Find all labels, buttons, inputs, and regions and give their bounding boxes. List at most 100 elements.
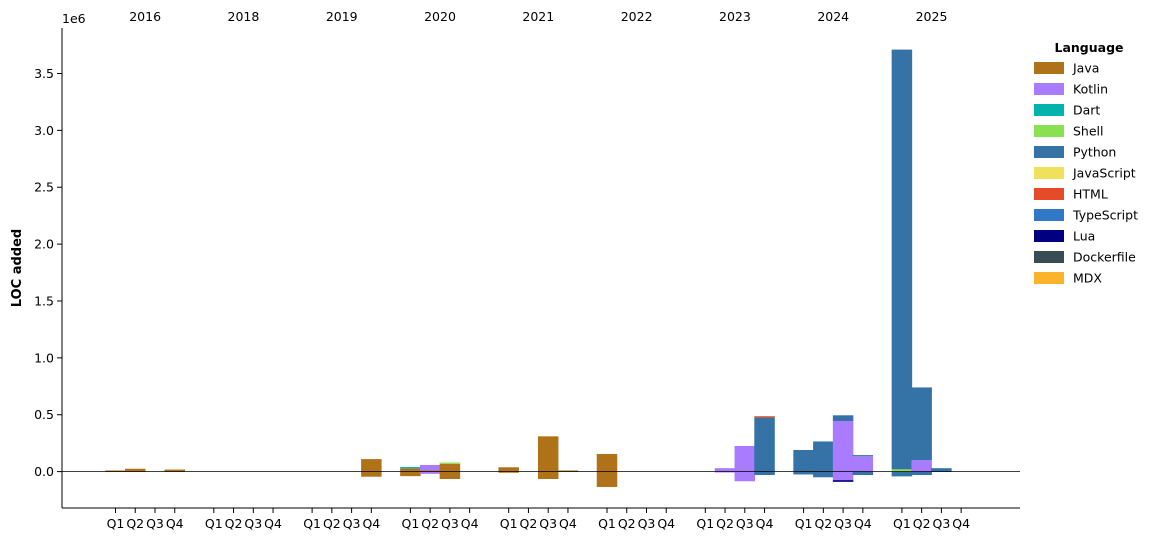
- x-tick-label-q3: Q3: [638, 516, 656, 531]
- year-label-2019: 2019: [326, 9, 358, 24]
- bar-segment-python-2025-q2: [911, 471, 932, 476]
- x-tick-label-q1: Q1: [107, 516, 125, 531]
- x-tick-label-q3: Q3: [539, 516, 557, 531]
- legend-label-mdx: MDX: [1073, 271, 1102, 286]
- bar-segment-java-2021-q3: [537, 436, 559, 472]
- x-tick-label-q1: Q1: [893, 516, 911, 531]
- bar-segment-python-2025-q2: [911, 387, 932, 461]
- x-tick-label-q4: Q4: [461, 516, 479, 531]
- bar-segment-java-2020-q2: [419, 470, 441, 472]
- bar-segment-kotlin-2023-q2: [714, 471, 736, 473]
- year-label-2018: 2018: [228, 9, 260, 24]
- bar-segment-java-2019-q4: [361, 459, 382, 472]
- x-ticks: Q1 Q2 Q3 Q4 Q1 Q2 Q3 Q4 Q1 Q2 Q3 Q4 Q1 Q2 Q3 Q4 Q1 Q2 Q3 Q4…: [107, 508, 970, 531]
- bar-segment-python-2024-q2: [813, 471, 834, 478]
- legend-swatch-mdx: [1034, 272, 1064, 284]
- x-tick-label-q4: Q4: [657, 516, 675, 531]
- bar-segment-java-2016-q1: [105, 470, 126, 472]
- year-label-2022: 2022: [621, 9, 653, 24]
- bar-segment-python-2024-q4: [852, 471, 874, 476]
- x-tick-label-q4: Q4: [756, 516, 774, 531]
- bar-segment-python-2024-q1: [793, 449, 814, 472]
- bar-segment-java-2021-q4: [557, 470, 579, 472]
- y-axis-title: LOC added: [10, 229, 25, 307]
- x-tick-label-q1: Q1: [205, 516, 223, 531]
- year-label-2023: 2023: [719, 9, 751, 24]
- x-tick-label-q4: Q4: [362, 516, 380, 531]
- bar-segment-kotlin-2023-q3: [734, 446, 756, 472]
- year-label-2016: 2016: [129, 9, 161, 24]
- bar-segment-python-2024-q4: [852, 455, 874, 457]
- bar-segment-kotlin-2025-q2: [911, 460, 932, 472]
- y-tick-label: 0.5: [34, 407, 54, 422]
- bar-segment-kotlin-2020-q2: [419, 471, 441, 474]
- bar-segment-kotlin-2023-q3: [734, 471, 756, 482]
- x-tick-label-q1: Q1: [598, 516, 616, 531]
- x-tick-label-q4: Q4: [854, 516, 872, 531]
- x-tick-label-q1: Q1: [795, 516, 813, 531]
- x-tick-label-q3: Q3: [146, 516, 164, 531]
- legend-swatch-dart: [1034, 104, 1064, 116]
- legend-label-typescript: TypeScript: [1072, 208, 1138, 223]
- x-tick-label-q3: Q3: [834, 516, 852, 531]
- bar-segment-python-2025-q3: [931, 468, 952, 472]
- y-tick-label: 2.0: [34, 237, 54, 252]
- y-multiplier-label: 1e6: [62, 11, 86, 26]
- x-tick-label-q2: Q2: [814, 516, 832, 531]
- bar-segment-shell-2025-q1: [891, 469, 913, 472]
- y-tick-label: 3.5: [34, 66, 54, 81]
- legend-swatch-shell: [1034, 125, 1064, 137]
- y-tick-label: 1.0: [34, 350, 54, 365]
- bar-segment-java-2019-q4: [361, 471, 382, 477]
- bar-segment-kotlin-2024-q3: [832, 420, 854, 472]
- x-tick-label-q2: Q2: [126, 516, 144, 531]
- x-tick-label-q1: Q1: [303, 516, 321, 531]
- bar-segment-dart-2020-q1: [400, 467, 421, 469]
- bar-segment-python-2024-q1: [793, 471, 814, 475]
- x-tick-label-q2: Q2: [913, 516, 931, 531]
- x-tick-label-q2: Q2: [520, 516, 538, 531]
- bar-segment-html-2023-q4: [754, 416, 775, 418]
- legend-label-python: Python: [1073, 145, 1116, 160]
- year-label-2021: 2021: [522, 9, 554, 24]
- y-tick-label: 3.0: [34, 123, 54, 138]
- legend-swatch-kotlin: [1034, 83, 1064, 95]
- y-ticks: 0.0 0.5 1.0 1.5 2.0 2.5 3.0 3.5: [34, 66, 62, 479]
- x-tick-label-q4: Q4: [264, 516, 282, 531]
- bar-segment-java-2016-q2: [125, 468, 146, 472]
- x-tick-label-q2: Q2: [323, 516, 341, 531]
- bar-segment-java-2016-q4: [164, 469, 185, 472]
- bar-segment-kotlin-2024-q4: [852, 456, 874, 472]
- bars-layer: [105, 49, 952, 487]
- bar-segment-java-2021-q1: [498, 471, 519, 473]
- y-tick-label: 2.5: [34, 180, 54, 195]
- bar-segment-java-2022-q1: [596, 453, 618, 472]
- x-tick-label-q4: Q4: [559, 516, 577, 531]
- x-tick-label-q3: Q3: [343, 516, 361, 531]
- legend-swatch-typescript: [1034, 209, 1064, 221]
- legend-title: Language: [1054, 40, 1123, 55]
- bar-segment-java-2020-q1: [400, 471, 421, 477]
- bar-segment-java-2022-q1: [596, 471, 618, 487]
- x-tick-label-q3: Q3: [244, 516, 262, 531]
- legend-label-shell: Shell: [1073, 124, 1104, 139]
- x-tick-label-q1: Q1: [402, 516, 420, 531]
- bar-segment-java-2021-q1: [498, 467, 519, 472]
- x-tick-label-q1: Q1: [696, 516, 714, 531]
- x-tick-label-q3: Q3: [736, 516, 754, 531]
- legend-items: Java Kotlin Dart Shell Python JavaScript HTML T…: [1034, 61, 1138, 286]
- x-tick-label-q3: Q3: [441, 516, 459, 531]
- legend-swatch-lua: [1034, 230, 1064, 242]
- legend-swatch-python: [1034, 146, 1064, 158]
- y-tick-label: 1.5: [34, 293, 54, 308]
- legend-swatch-javascript: [1034, 167, 1064, 179]
- legend-label-javascript: JavaScript: [1072, 166, 1136, 181]
- bar-segment-python-2025-q1: [891, 49, 913, 470]
- bar-segment-python-2023-q4: [754, 471, 775, 476]
- x-tick-label-q1: Q1: [500, 516, 518, 531]
- bar-segment-python-2024-q2: [813, 441, 834, 472]
- bar-segment-python-2025-q1: [891, 471, 913, 477]
- legend: Language Java Kotlin Dart Shell Python JavaSc…: [1034, 40, 1138, 286]
- legend-swatch-html: [1034, 188, 1064, 200]
- year-label-2024: 2024: [817, 9, 849, 24]
